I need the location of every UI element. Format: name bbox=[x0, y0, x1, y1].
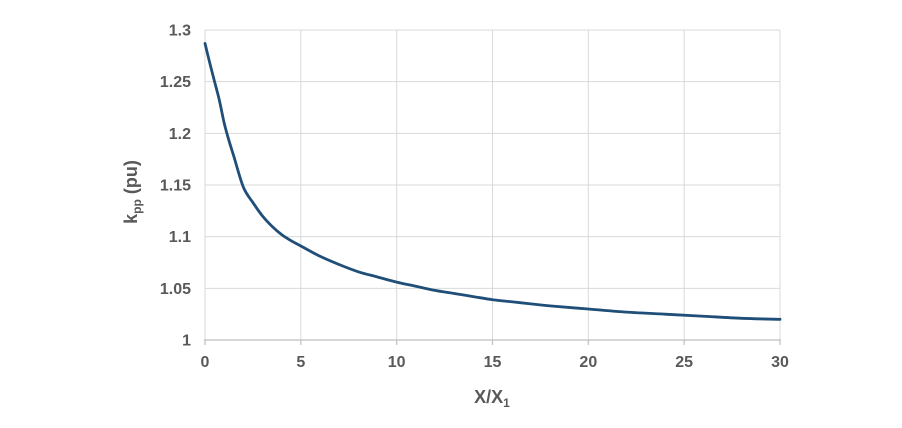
x-tick-label: 15 bbox=[484, 354, 502, 371]
data-series-curve bbox=[203, 42, 782, 321]
x-tick-label: 25 bbox=[675, 354, 693, 371]
y-tick-label: 1.2 bbox=[169, 126, 191, 143]
y-tick-label: 1.1 bbox=[169, 229, 191, 246]
y-tick-label: 1.05 bbox=[160, 281, 191, 298]
x-tick-label: 10 bbox=[388, 354, 406, 371]
y-tick-label: 1 bbox=[182, 333, 191, 350]
x-axis-title-main: X/X bbox=[474, 387, 504, 407]
x-tick-label: 0 bbox=[201, 354, 210, 371]
y-tick-label: 1.3 bbox=[169, 23, 191, 40]
y-tick-label: 1.15 bbox=[160, 178, 191, 195]
x-tick-label: 30 bbox=[771, 354, 789, 371]
x-tick-label: 20 bbox=[579, 354, 597, 371]
x-axis-title: X/X1 bbox=[474, 387, 510, 409]
x-axis-title-subscript: 1 bbox=[503, 396, 510, 410]
y-axis-title: kpp (pu) bbox=[121, 160, 144, 224]
y-tick-label: 1.25 bbox=[160, 74, 191, 91]
x-tick-label: 5 bbox=[296, 354, 305, 371]
y-axis-title-units: (pu) bbox=[121, 160, 141, 200]
y-axis-title-main: k bbox=[121, 213, 141, 224]
y-axis-title-subscript: pp bbox=[130, 199, 144, 214]
